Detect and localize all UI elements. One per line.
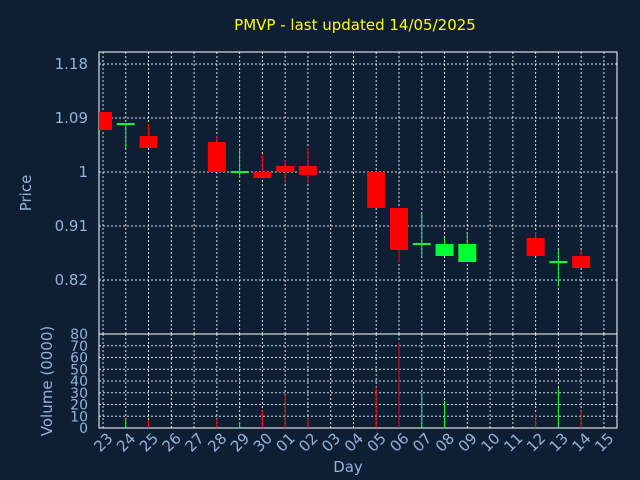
candle-body <box>526 238 545 256</box>
price-tick-label: 1 <box>78 163 88 181</box>
chart-title: PMVP - last updated 14/05/2025 <box>234 16 476 34</box>
volume-tick-label: 50 <box>70 362 88 378</box>
candle-body <box>99 112 112 130</box>
volume-tick-label: 0 <box>79 421 88 437</box>
x-axis-label: Day <box>333 458 363 476</box>
volume-bars <box>125 342 582 428</box>
candle-body <box>458 244 477 262</box>
candle-body <box>390 208 408 250</box>
candle-body <box>139 136 158 148</box>
volume-tick-label: 20 <box>70 398 88 414</box>
candle-body <box>435 244 454 256</box>
volume-tick-label: 80 <box>70 327 88 343</box>
volume-panel-frame <box>98 333 618 429</box>
candle-body <box>298 166 317 175</box>
volume-tick-label: 40 <box>70 374 88 390</box>
price-tick-label: 0.82 <box>55 271 88 289</box>
price-tick-label: 1.09 <box>55 109 88 127</box>
price-tick-label: 0.91 <box>55 217 88 235</box>
candle-body <box>276 166 295 172</box>
candle-body <box>367 172 386 208</box>
price-gridlines <box>99 52 617 428</box>
candles <box>99 112 591 286</box>
price-axis-label: Price <box>17 175 35 212</box>
candle-body <box>253 172 272 178</box>
volume-axis-label: Volume (0000) <box>38 326 56 436</box>
volume-tick-label: 70 <box>70 339 88 355</box>
volume-tick-label: 10 <box>70 409 88 425</box>
candle-body <box>207 142 226 172</box>
price-tick-labels: 1.18 1.09 1 0.91 0.82 <box>55 55 88 289</box>
x-tick-labels: 2324252627282930010203040506070809101112… <box>90 429 617 455</box>
price-tick-label: 1.18 <box>55 55 88 73</box>
candle-body <box>572 256 591 268</box>
volume-tick-label: 30 <box>70 386 88 402</box>
volume-tick-label: 60 <box>70 351 88 367</box>
